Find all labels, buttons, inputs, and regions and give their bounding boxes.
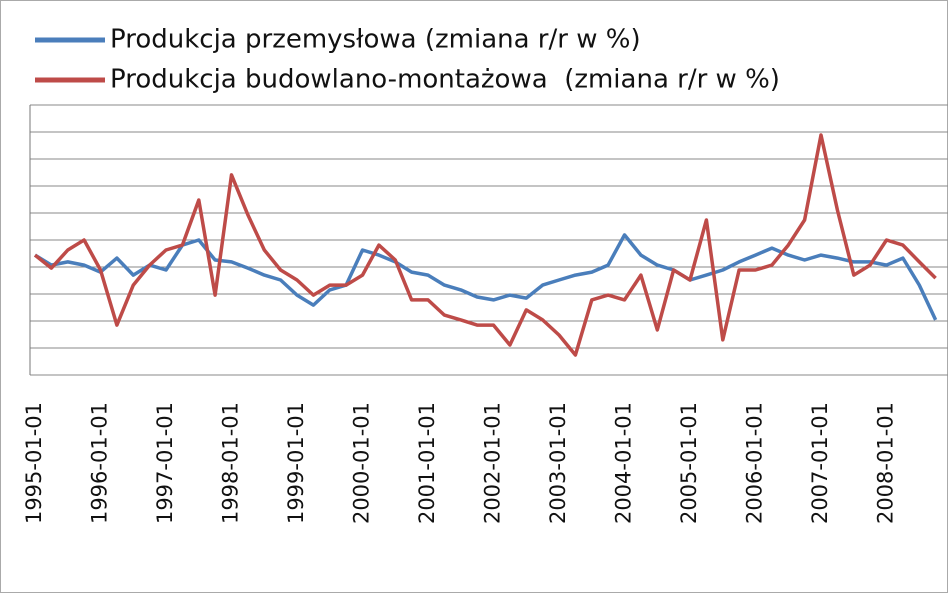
x-tick-label: 2008-01-01 (874, 402, 898, 524)
x-tick-label: 1997-01-01 (153, 402, 177, 524)
x-tick-label: 2000-01-01 (350, 402, 374, 524)
x-tick-label: 1995-01-01 (22, 402, 46, 524)
x-tick-label: 2004-01-01 (612, 402, 636, 524)
x-tick-label: 1996-01-01 (88, 402, 112, 524)
legend-label: Produkcja budowlano-montażowa (zmiana r/… (110, 65, 780, 95)
x-tick-label: 1999-01-01 (284, 402, 308, 524)
x-tick-label: 2005-01-01 (677, 402, 701, 524)
x-tick-label: 2001-01-01 (415, 402, 439, 524)
series-line (33, 133, 937, 357)
x-tick-label: 2003-01-01 (546, 402, 570, 524)
x-tick-label: 2006-01-01 (743, 402, 767, 524)
legend-label: Produkcja przemysłowa (zmiana r/r w %) (110, 25, 641, 55)
series-line (34, 233, 938, 321)
x-tick-label: 2002-01-01 (481, 402, 505, 524)
x-tick-label: 1998-01-01 (219, 402, 243, 524)
x-tick-label: 2007-01-01 (808, 402, 832, 524)
